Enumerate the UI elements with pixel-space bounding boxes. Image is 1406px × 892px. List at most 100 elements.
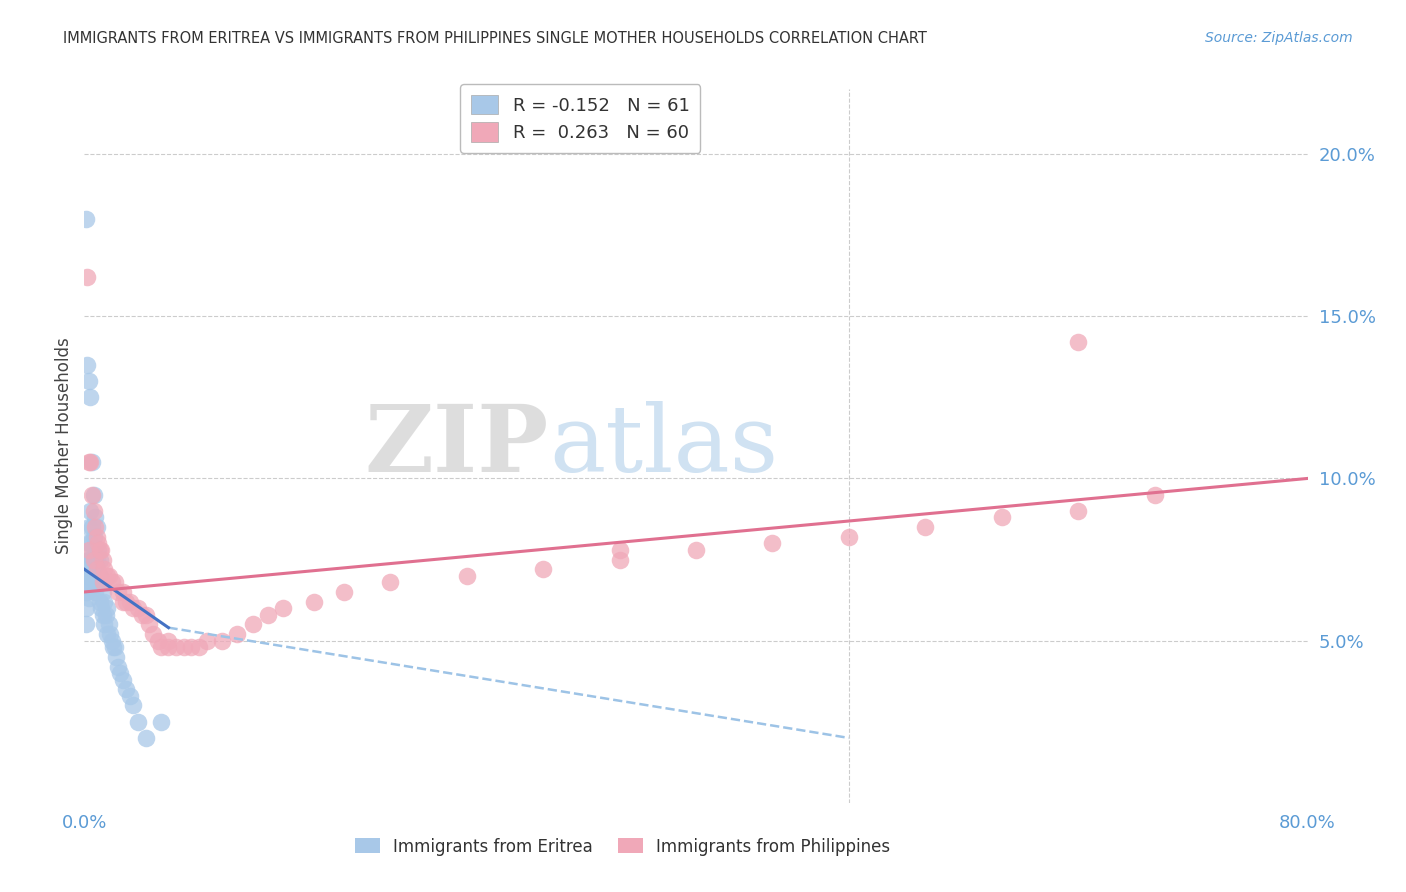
Point [83, 488, 105, 502]
Point [127, 714, 149, 729]
Point [75, 211, 97, 226]
Point [114, 682, 136, 697]
Point [991, 510, 1014, 524]
Point [90, 542, 112, 557]
Point [87, 542, 110, 557]
Point [838, 530, 860, 544]
Point [165, 640, 187, 654]
Point [94, 607, 117, 622]
Point [96, 627, 118, 641]
Point [97, 568, 120, 582]
Point [79, 536, 101, 550]
Point [91, 575, 114, 590]
Point [86, 552, 108, 566]
Point [80, 520, 103, 534]
Point [242, 617, 264, 632]
Point [79, 568, 101, 582]
Point [149, 714, 172, 729]
Point [96, 601, 118, 615]
Point [80, 568, 103, 582]
Point [120, 689, 142, 703]
Point [914, 520, 936, 534]
Legend: Immigrants from Eritrea, Immigrants from Philippines: Immigrants from Eritrea, Immigrants from… [349, 831, 897, 863]
Point [77, 520, 100, 534]
Point [80, 552, 103, 566]
Point [86, 578, 108, 592]
Point [111, 673, 134, 687]
Point [111, 595, 134, 609]
Point [98, 627, 121, 641]
Point [75, 568, 97, 582]
Point [76, 552, 98, 566]
Point [90, 601, 112, 615]
Point [91, 585, 114, 599]
Point [76, 585, 98, 599]
Point [77, 542, 100, 557]
Point [83, 552, 105, 566]
Point [89, 568, 111, 582]
Point [1143, 488, 1166, 502]
Point [127, 601, 149, 615]
Point [188, 640, 211, 654]
Point [84, 585, 107, 599]
Point [83, 530, 105, 544]
Point [257, 607, 280, 622]
Point [142, 627, 165, 641]
Point [83, 562, 105, 576]
Point [77, 591, 100, 606]
Point [89, 595, 111, 609]
Text: atlas: atlas [550, 401, 779, 491]
Point [1067, 504, 1090, 518]
Point [105, 649, 128, 664]
Text: IMMIGRANTS FROM ERITREA VS IMMIGRANTS FROM PHILIPPINES SINGLE MOTHER HOUSEHOLDS : IMMIGRANTS FROM ERITREA VS IMMIGRANTS FR… [63, 31, 927, 46]
Point [91, 607, 114, 622]
Point [173, 640, 195, 654]
Point [104, 640, 127, 654]
Point [195, 633, 218, 648]
Point [333, 585, 356, 599]
Point [609, 552, 631, 566]
Point [79, 504, 101, 518]
Point [84, 510, 107, 524]
Point [87, 536, 110, 550]
Point [1067, 335, 1090, 350]
Point [104, 575, 127, 590]
Point [456, 568, 478, 582]
Point [80, 488, 103, 502]
Point [107, 585, 129, 599]
Point [138, 617, 160, 632]
Text: ZIP: ZIP [366, 401, 550, 491]
Point [107, 659, 129, 673]
Point [97, 617, 120, 632]
Point [211, 633, 233, 648]
Point [101, 633, 124, 648]
Point [86, 530, 108, 544]
Point [146, 633, 169, 648]
Point [75, 601, 97, 615]
Point [101, 575, 124, 590]
Point [86, 562, 108, 576]
Point [76, 358, 98, 372]
Point [77, 575, 100, 590]
Point [79, 390, 101, 404]
Point [685, 542, 707, 557]
Point [93, 562, 115, 576]
Point [103, 640, 125, 654]
Point [302, 595, 325, 609]
Point [86, 520, 108, 534]
Point [91, 552, 114, 566]
Point [122, 698, 145, 713]
Point [76, 270, 98, 285]
Point [531, 562, 554, 576]
Point [77, 455, 100, 469]
Point [111, 585, 134, 599]
Point [89, 552, 111, 566]
Point [77, 374, 100, 388]
Point [80, 455, 103, 469]
Point [76, 536, 98, 550]
Point [120, 595, 142, 609]
Point [271, 601, 294, 615]
Point [75, 617, 97, 632]
Point [135, 607, 157, 622]
Point [380, 575, 402, 590]
